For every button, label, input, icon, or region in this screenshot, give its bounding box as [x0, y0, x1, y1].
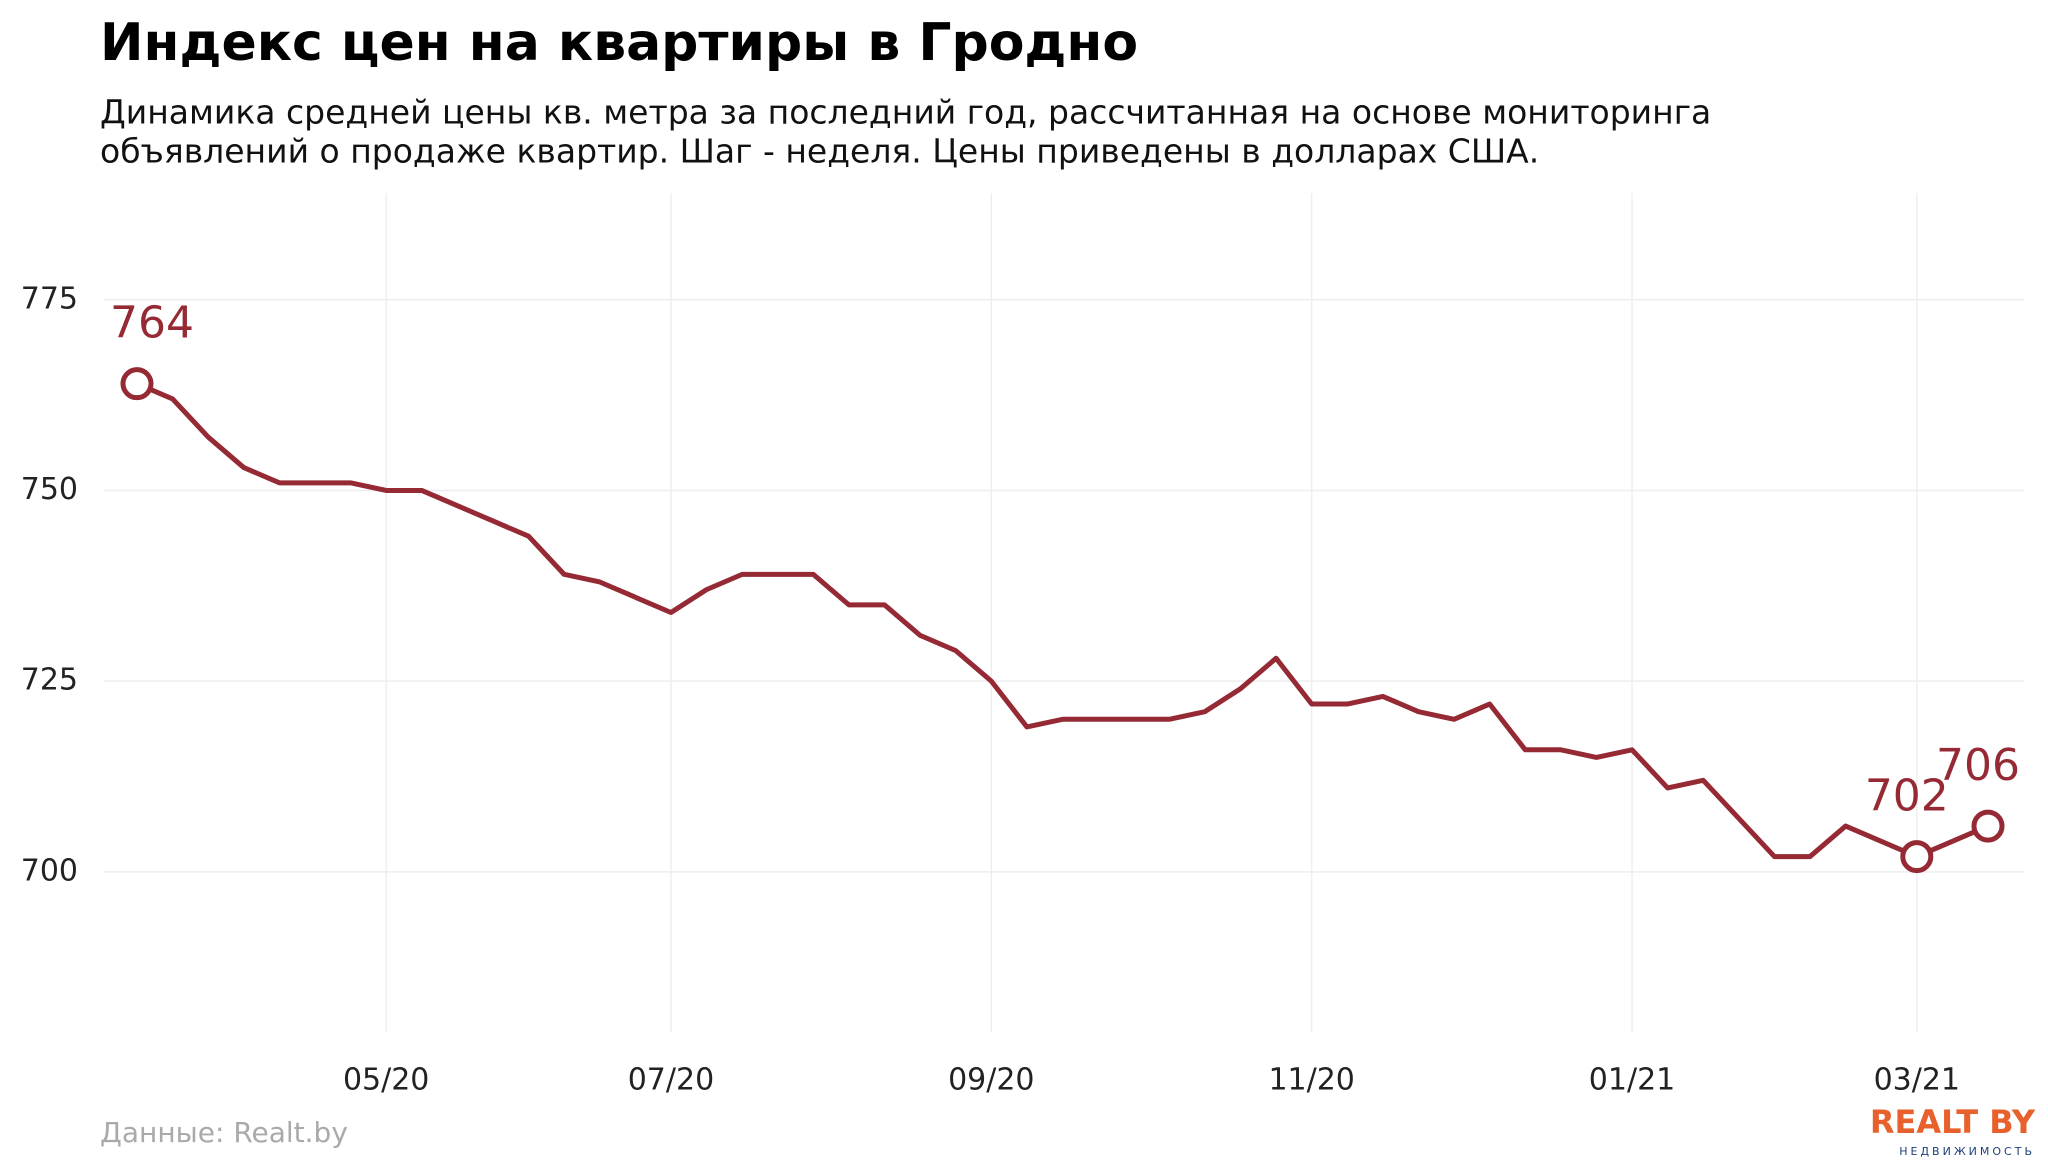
x-tick-label: 07/20	[628, 1063, 714, 1098]
line	[136, 381, 1989, 860]
y-tick-label: 700	[21, 853, 78, 888]
data-label: 702	[1865, 771, 1949, 822]
x-tick-label: 01/21	[1589, 1063, 1675, 1098]
data-label: 706	[1936, 740, 2020, 791]
highlight-point	[120, 367, 154, 401]
logo: REALT BY	[1870, 1103, 2036, 1141]
x-tick-label: 11/20	[1268, 1063, 1354, 1098]
source-note: Данные: Realt.by	[100, 1116, 348, 1149]
y-tick-label: 750	[21, 472, 78, 507]
data-label: 764	[110, 298, 194, 349]
y-tick-label: 725	[21, 663, 78, 698]
x-tick-label: 05/20	[343, 1063, 429, 1098]
x-tick-label: 09/20	[948, 1063, 1034, 1098]
chart-title: Индекс цен на квартиры в Гродно	[100, 13, 1138, 73]
chart-subtitle: Динамика средней цены кв. метра за после…	[100, 93, 1711, 132]
y-tick-label: 775	[21, 281, 78, 316]
logo-tagline: НЕДВИЖИМОСТЬ	[1899, 1145, 2035, 1158]
chart-subtitle: объявлений о продаже квартир. Шаг - неде…	[100, 132, 1539, 171]
x-tick-label: 03/21	[1874, 1063, 1960, 1098]
highlight-point	[1900, 840, 1934, 874]
highlight-point	[1971, 809, 2005, 843]
